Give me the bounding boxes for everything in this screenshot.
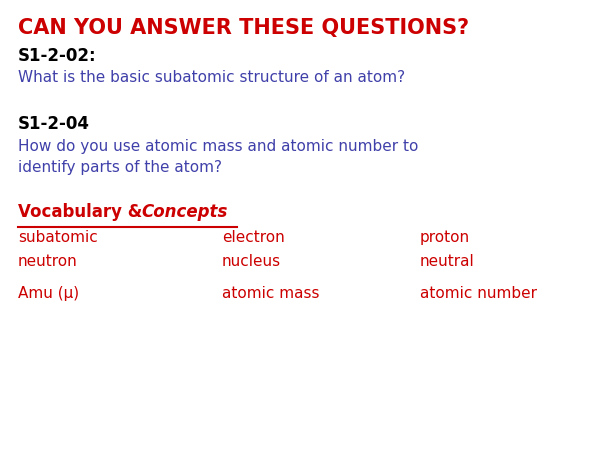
Text: neutral: neutral [420, 254, 475, 269]
Text: Concepts: Concepts [141, 203, 227, 221]
Text: What is the basic subatomic structure of an atom?: What is the basic subatomic structure of… [18, 70, 405, 85]
Text: Vocabulary &: Vocabulary & [18, 203, 148, 221]
Text: electron: electron [222, 230, 285, 245]
Text: neutron: neutron [18, 254, 78, 269]
Text: subatomic: subatomic [18, 230, 98, 245]
Text: S1-2-02:: S1-2-02: [18, 47, 97, 65]
Text: nucleus: nucleus [222, 254, 281, 269]
Text: Amu (μ): Amu (μ) [18, 286, 79, 301]
Text: S1-2-04: S1-2-04 [18, 115, 90, 133]
Text: How do you use atomic mass and atomic number to: How do you use atomic mass and atomic nu… [18, 140, 418, 154]
Text: atomic number: atomic number [420, 286, 537, 301]
Text: atomic mass: atomic mass [222, 286, 320, 301]
Text: proton: proton [420, 230, 470, 245]
Text: identify parts of the atom?: identify parts of the atom? [18, 160, 222, 175]
Text: CAN YOU ANSWER THESE QUESTIONS?: CAN YOU ANSWER THESE QUESTIONS? [18, 18, 469, 38]
